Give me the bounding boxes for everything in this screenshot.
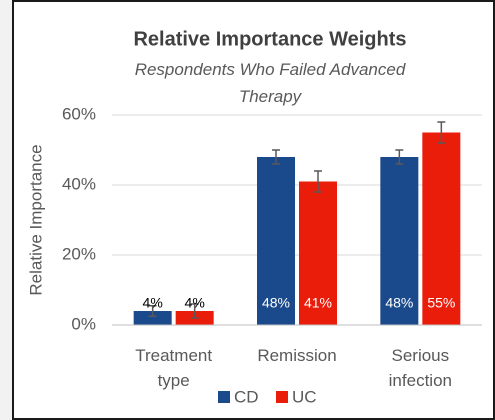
legend-label: CD: [234, 387, 259, 406]
error-bar: [437, 121, 446, 144]
x-tick-label: Remission: [257, 346, 337, 365]
y-tick-label: 60%: [62, 104, 96, 123]
legend-swatch: [276, 391, 288, 403]
data-label: 4%: [185, 295, 205, 311]
chart-title: Relative Importance Weights: [133, 28, 406, 50]
chart-subtitle: Respondents Who Failed Advanced Therapy: [134, 60, 406, 106]
data-label: 48%: [385, 295, 413, 311]
legend-swatch: [218, 391, 230, 403]
x-tick-label: Serious infection: [388, 346, 452, 390]
y-axis-title: Relative Importance: [26, 144, 45, 295]
bar: [299, 181, 337, 325]
bar: [380, 157, 419, 325]
x-tick-label: Treatment type: [135, 346, 213, 390]
data-label: 41%: [304, 295, 332, 311]
error-bar: [314, 170, 322, 193]
error-bar: [148, 305, 157, 317]
error-bar: [395, 149, 404, 165]
y-tick-label: 20%: [62, 244, 96, 263]
bar: [257, 157, 295, 325]
error-bar: [272, 149, 280, 165]
y-tick-label: 0%: [71, 314, 96, 333]
data-label: 48%: [262, 295, 290, 311]
data-label: 4%: [143, 295, 163, 311]
data-label: 55%: [427, 295, 455, 311]
bar: [422, 132, 461, 325]
legend-label: UC: [292, 387, 317, 406]
y-tick-label: 40%: [62, 174, 96, 193]
bar: [133, 311, 172, 325]
error-bar: [190, 303, 199, 319]
